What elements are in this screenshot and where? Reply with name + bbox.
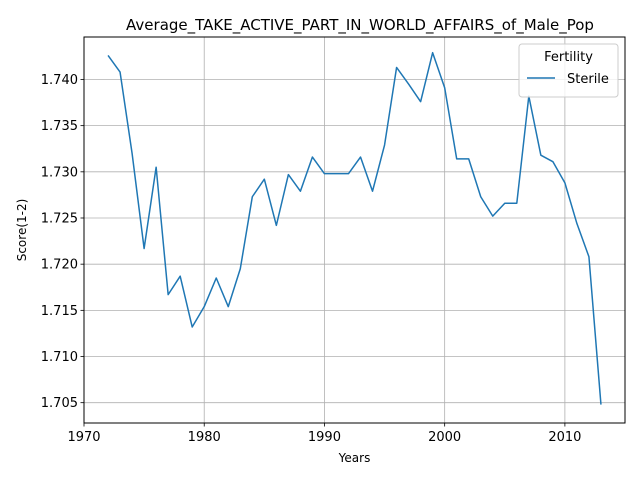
y-axis-ticks: 1.705 1.710 1.715 1.720 1.725 1.730 1.735 1.740 xyxy=(41,73,84,411)
y-tick-label: 1.730 xyxy=(41,165,78,180)
grid-lines xyxy=(83,37,625,423)
chart-title: Average_TAKE_ACTIVE_PART_IN_WORLD_AFFAIR… xyxy=(126,16,594,35)
x-tick-label: 1970 xyxy=(67,430,100,445)
legend-box xyxy=(518,43,619,98)
legend-title: Fertility xyxy=(544,50,593,65)
x-axis-label: Years xyxy=(338,451,371,465)
x-tick-label: 1980 xyxy=(188,430,221,445)
plot-area xyxy=(84,37,625,423)
plot-frame xyxy=(83,36,626,424)
x-tick-label: 2000 xyxy=(428,430,461,445)
x-tick-label: 1990 xyxy=(308,430,341,445)
y-tick-label: 1.725 xyxy=(41,211,78,226)
series-layer xyxy=(107,51,602,405)
legend: Fertility Sterile xyxy=(518,43,619,98)
x-tick-label: 2010 xyxy=(548,430,581,445)
x-axis-ticks: 1970 1980 1990 2000 2010 xyxy=(67,423,581,445)
y-tick-label: 1.715 xyxy=(41,304,78,319)
y-tick-label: 1.705 xyxy=(41,396,78,411)
legend-label-sterile: Sterile xyxy=(567,72,609,87)
y-tick-label: 1.735 xyxy=(41,119,78,134)
y-tick-label: 1.710 xyxy=(41,350,78,365)
y-tick-label: 1.740 xyxy=(41,73,78,88)
y-tick-label: 1.720 xyxy=(41,258,78,273)
y-axis-label: Score(1-2) xyxy=(15,199,29,262)
series-line-sterile xyxy=(107,51,602,405)
